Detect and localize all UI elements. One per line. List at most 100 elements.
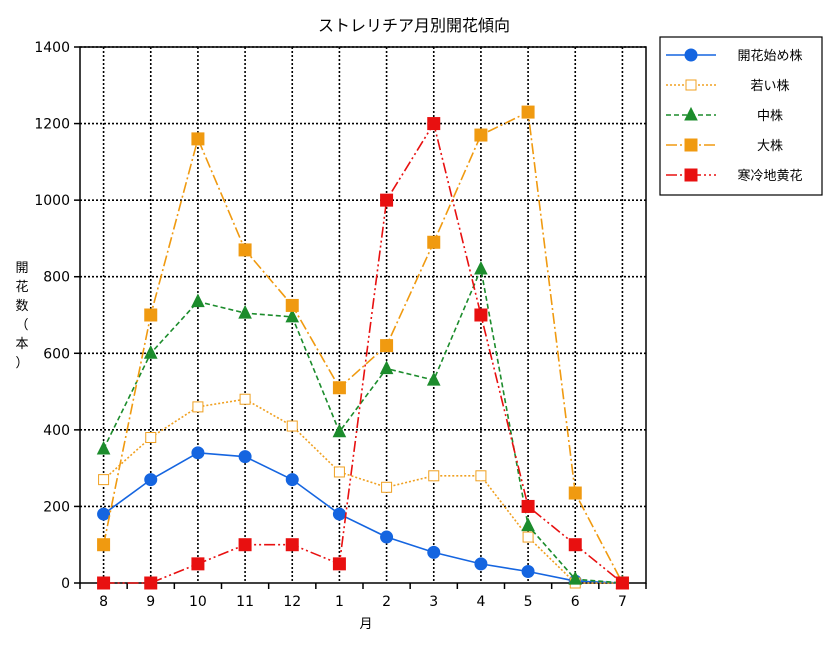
data-point [521, 105, 535, 119]
x-tick-label: 5 [524, 594, 533, 610]
series-line [103, 121, 623, 584]
y-tick-label: 0 [61, 576, 70, 592]
data-point [191, 446, 205, 460]
data-point [285, 298, 299, 312]
legend-marker [684, 138, 698, 152]
legend-item: 若い株 [666, 78, 790, 94]
data-point [97, 538, 111, 552]
series-3 [97, 105, 629, 590]
data-point [427, 117, 441, 131]
y-tick-label: 200 [43, 499, 70, 515]
series-line [103, 452, 623, 584]
data-point [332, 507, 346, 521]
data-point [474, 128, 488, 142]
x-tick-label: 2 [382, 594, 391, 610]
legend-marker [684, 168, 698, 182]
legend-label: 開花始め株 [737, 48, 802, 64]
data-point [97, 576, 111, 590]
legend-item: 大株 [666, 138, 783, 154]
legend-label: 大株 [757, 139, 783, 154]
x-tick-label: 10 [189, 594, 207, 610]
data-point [285, 308, 300, 323]
data-point [144, 576, 158, 590]
series-layer [96, 105, 630, 590]
legend-marker [685, 79, 697, 91]
legend-item: 中株 [666, 106, 783, 124]
y-axis: 0 200 400 600 800 1000 1200 1400 [34, 40, 80, 592]
data-point [475, 470, 487, 482]
legend-marker [684, 106, 698, 121]
x-tick-label: 8 [99, 594, 108, 610]
data-point [143, 345, 158, 359]
legend-label: 中株 [757, 109, 783, 124]
series-0 [97, 446, 629, 590]
x-tick-label: 1 [335, 594, 344, 610]
x-tick-label: 4 [476, 594, 485, 610]
data-point [427, 545, 441, 559]
x-tick-label: 6 [571, 594, 580, 610]
data-point [285, 538, 299, 552]
y-tick-label: 1400 [34, 40, 70, 56]
data-point [426, 371, 441, 386]
series-4 [97, 117, 629, 590]
legend-label: 寒冷地黄花 [737, 168, 802, 184]
data-point [522, 531, 534, 543]
data-point [427, 235, 441, 249]
legend-item: 開花始め株 [666, 48, 803, 64]
data-point [615, 576, 629, 590]
data-point [380, 530, 394, 544]
y-axis-title-text: 開花数（本） [15, 261, 28, 371]
data-point [191, 293, 205, 308]
data-point [379, 360, 394, 375]
data-point [568, 538, 582, 552]
y-tick-label: 600 [43, 346, 70, 362]
data-point [145, 432, 157, 444]
y-axis-title: 開花数（本） [15, 261, 28, 371]
series-line [103, 398, 623, 584]
y-tick-label: 400 [43, 423, 70, 439]
data-point [521, 565, 535, 579]
x-axis: 8 9 10 11 12 1 2 3 4 5 6 7 [79, 583, 647, 610]
y-tick-label: 1200 [34, 117, 70, 133]
data-point [333, 466, 345, 478]
data-point [380, 193, 394, 207]
data-point [97, 507, 111, 521]
data-point [332, 381, 346, 395]
x-tick-label: 7 [618, 594, 627, 610]
data-point [96, 440, 111, 455]
data-point [239, 393, 251, 405]
data-point [474, 308, 488, 322]
data-point [474, 557, 488, 571]
series-2 [96, 260, 630, 589]
x-tick-label: 3 [429, 594, 438, 610]
data-point [192, 401, 204, 413]
data-point [286, 420, 298, 432]
legend-label: 若い株 [750, 78, 789, 94]
data-point [238, 243, 252, 257]
series-line [102, 110, 624, 584]
data-point [332, 557, 346, 571]
data-point [428, 470, 440, 482]
chart-title: ストレリチア月別開花傾向 [318, 16, 510, 35]
data-point [144, 473, 158, 487]
data-point [238, 538, 252, 552]
grid [80, 46, 646, 583]
data-point [191, 132, 205, 146]
plot-border [79, 46, 647, 584]
data-point [238, 304, 252, 319]
data-point [521, 517, 535, 532]
legend-item: 寒冷地黄花 [666, 168, 803, 184]
x-axis-title: 月 [359, 617, 372, 632]
y-tick-label: 1000 [34, 193, 70, 209]
data-point [285, 473, 299, 487]
data-point [238, 450, 252, 464]
data-point [144, 308, 158, 322]
data-point [381, 481, 393, 493]
x-tick-label: 11 [236, 594, 254, 610]
data-point [98, 474, 110, 486]
data-point [521, 499, 535, 513]
legend-marker [684, 48, 698, 62]
data-point [380, 339, 394, 353]
data-point [332, 423, 347, 438]
